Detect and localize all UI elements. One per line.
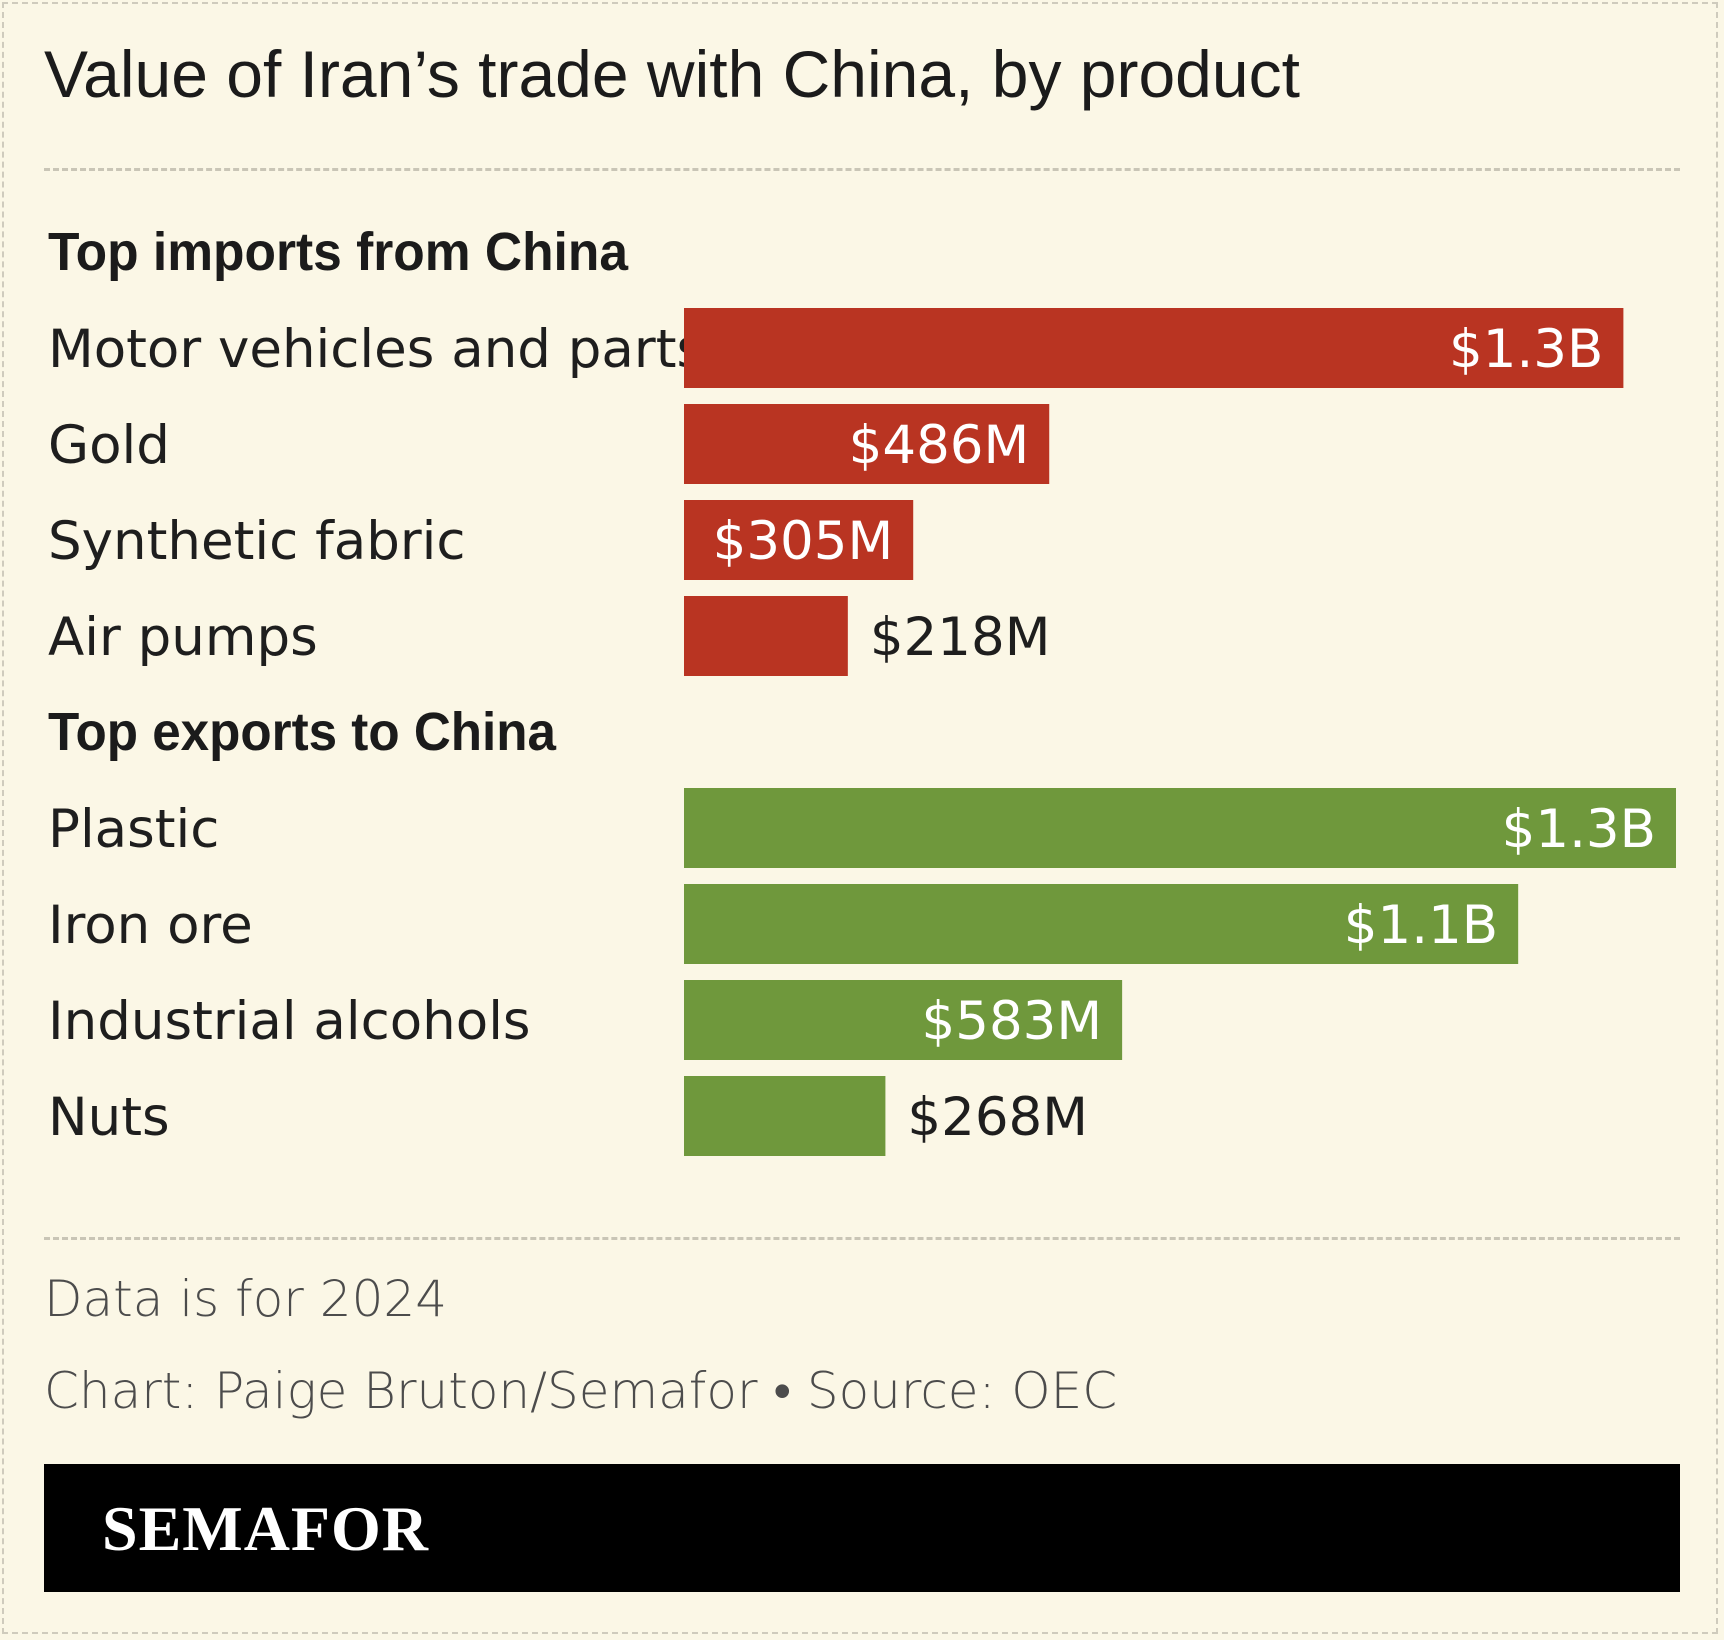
- group-heading-0: Top imports from China: [48, 222, 629, 282]
- bar: [684, 596, 848, 676]
- bar: [684, 500, 914, 580]
- category-label: Plastic: [48, 799, 219, 860]
- bar: [684, 884, 1519, 964]
- credit-source-note: Chart: Paige Bruton/Semafor • Source: OE…: [44, 1362, 1118, 1420]
- value-label: $268M: [907, 1087, 1088, 1148]
- bottom-divider: [44, 1237, 1680, 1240]
- value-label: $1.1B: [1344, 895, 1498, 956]
- category-label: Industrial alcohols: [48, 991, 531, 1052]
- semafor-logo: SEMAFOR: [102, 1493, 429, 1564]
- bar: [684, 1076, 886, 1156]
- data-year-note: Data is for 2024: [44, 1270, 448, 1328]
- chart-title: Value of Iran’s trade with China, by pro…: [44, 37, 1300, 111]
- bar: [684, 980, 1123, 1060]
- category-label: Gold: [48, 415, 170, 476]
- bar-chart: Top imports from China Motor vehicles and…: [48, 222, 1676, 1156]
- group-heading-1: Top exports to China: [48, 702, 557, 762]
- category-label: Nuts: [48, 1087, 170, 1148]
- top-divider: [44, 168, 1680, 171]
- brand-bar: SEMAFOR: [44, 1464, 1680, 1592]
- value-label: $486M: [849, 415, 1030, 476]
- category-label: Synthetic fabric: [48, 511, 466, 572]
- category-label: Air pumps: [48, 607, 318, 668]
- bar: [684, 404, 1050, 484]
- bar: [684, 788, 1676, 868]
- bar: [684, 308, 1624, 388]
- category-label: Iron ore: [48, 895, 253, 956]
- value-label: $218M: [870, 607, 1051, 668]
- value-label: $583M: [922, 991, 1103, 1052]
- category-label: Motor vehicles and parts: [48, 319, 704, 380]
- value-label: $305M: [713, 511, 894, 572]
- value-label: $1.3B: [1502, 799, 1656, 860]
- value-label: $1.3B: [1449, 319, 1603, 380]
